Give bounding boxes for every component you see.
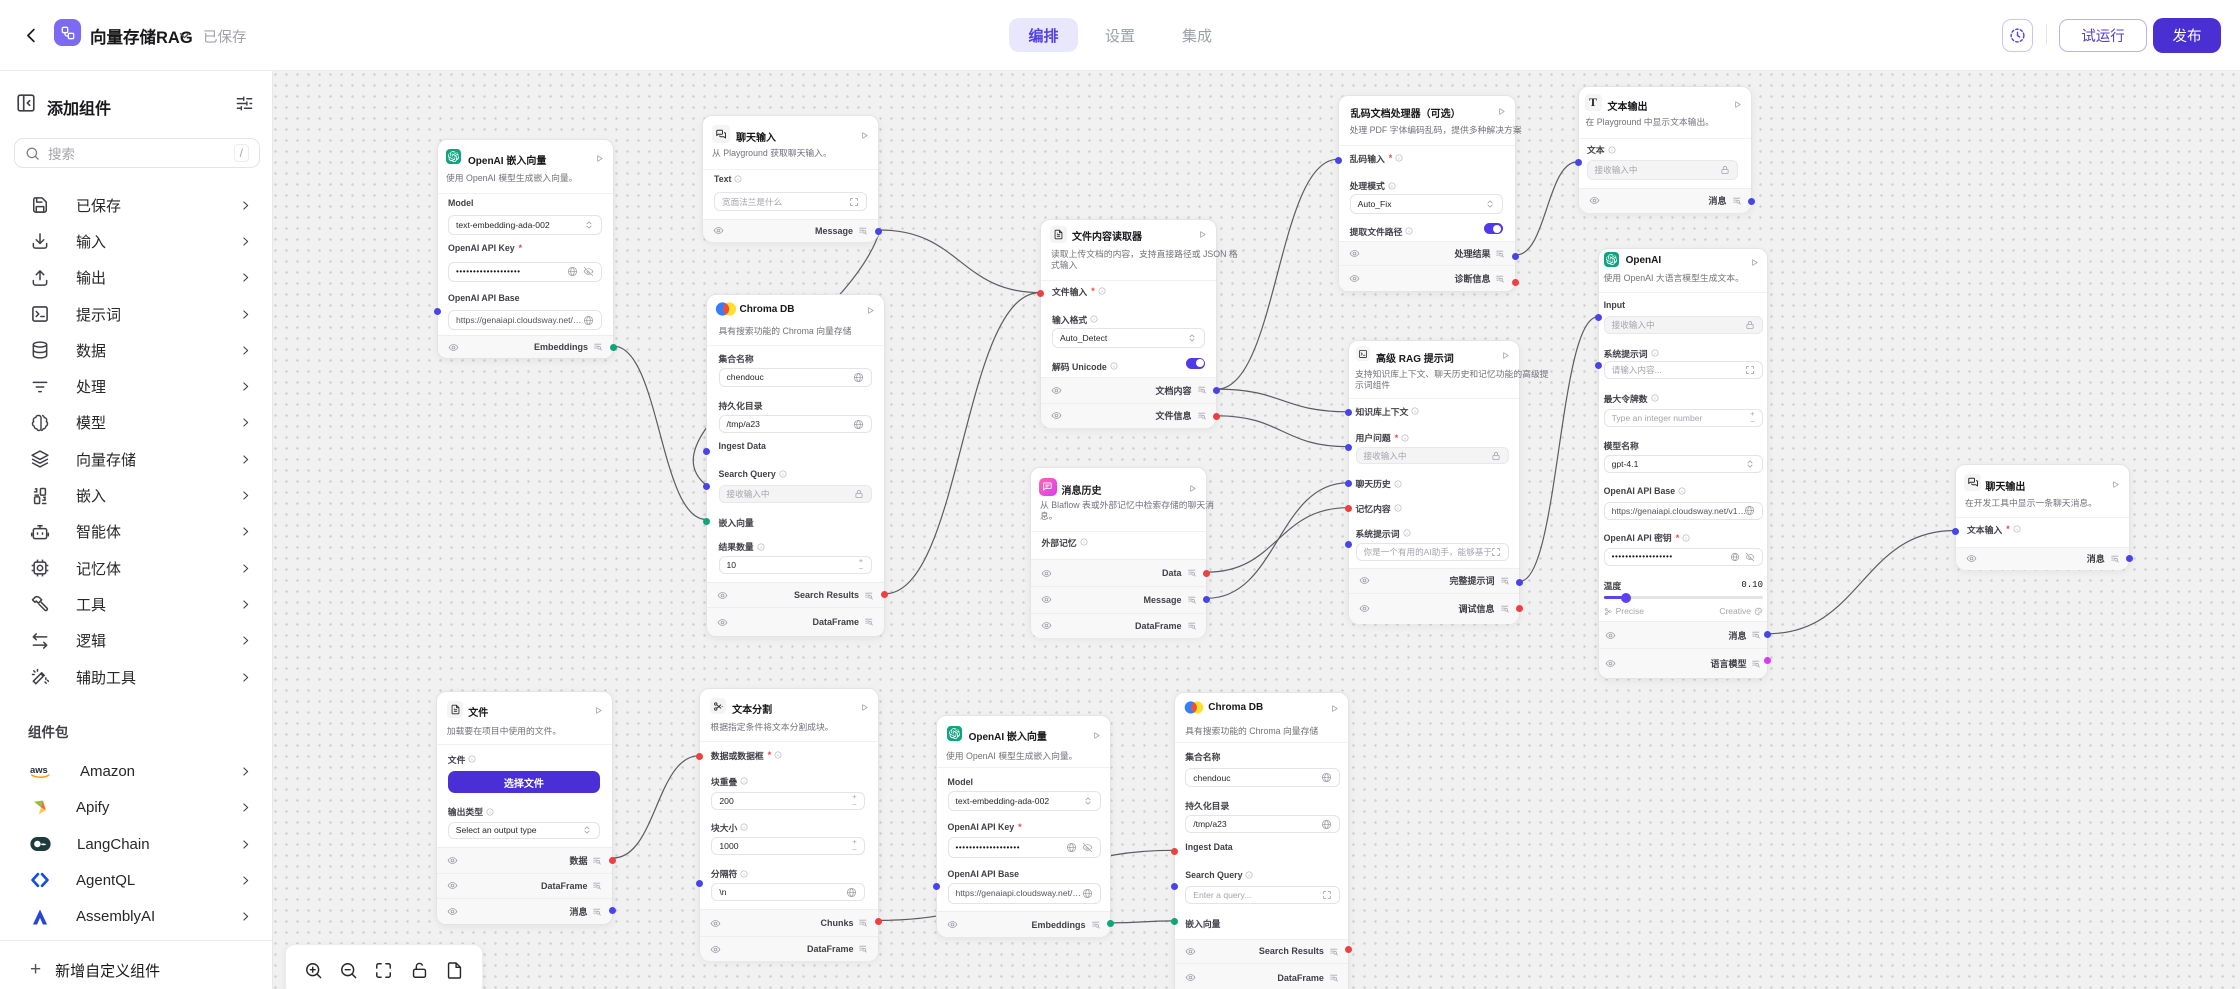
svg-text:aws: aws bbox=[30, 764, 48, 775]
